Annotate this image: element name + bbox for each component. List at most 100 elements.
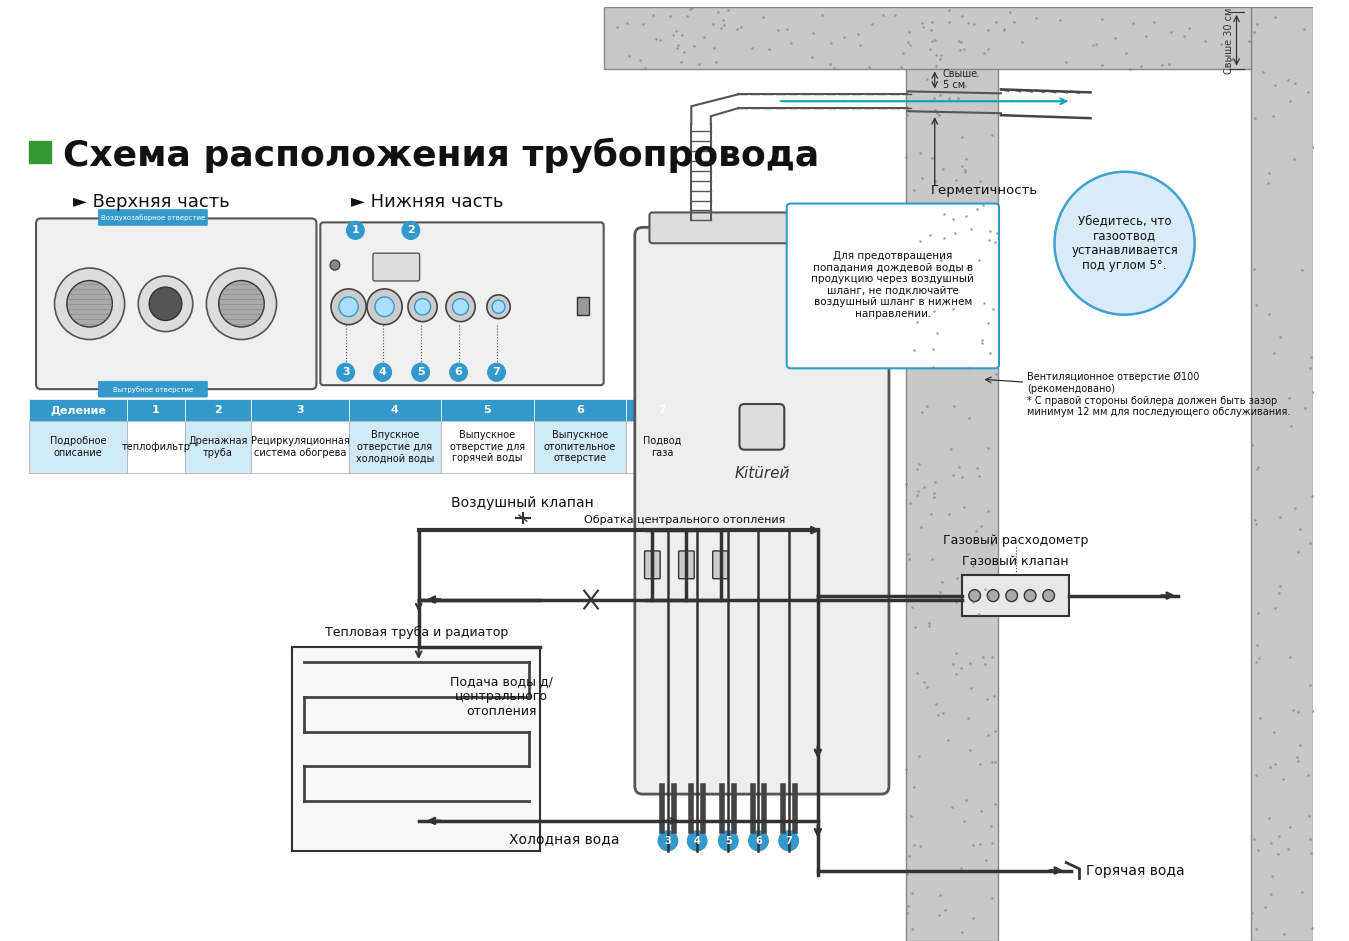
Circle shape	[374, 363, 391, 381]
Circle shape	[492, 300, 505, 313]
Bar	[626, 399, 699, 421]
Circle shape	[367, 289, 402, 325]
Bar	[127, 399, 185, 421]
Bar	[626, 421, 699, 472]
FancyBboxPatch shape	[786, 203, 1000, 368]
Bar	[441, 421, 534, 472]
Text: ► Верхняя часть: ► Верхняя часть	[73, 193, 229, 211]
Text: 1: 1	[152, 405, 159, 415]
Circle shape	[452, 298, 468, 315]
Text: ► Нижняя часть: ► Нижняя часть	[351, 193, 503, 211]
Circle shape	[67, 280, 112, 327]
Bar	[127, 421, 185, 472]
Text: 3: 3	[295, 405, 304, 415]
Circle shape	[414, 298, 430, 315]
Text: 5: 5	[483, 405, 491, 415]
Text: Свыше 30 см: Свыше 30 см	[1224, 8, 1234, 74]
Text: Обратка центрального отопления: Обратка центрального отопления	[584, 515, 785, 525]
Bar	[30, 399, 127, 421]
Circle shape	[331, 289, 366, 325]
Text: Вентиляционное отверстие Ø100
(рекомендовано)
* С правой стороны бойлера должен : Вентиляционное отверстие Ø100 (рекомендо…	[1027, 373, 1291, 417]
Text: 3: 3	[665, 836, 672, 846]
Circle shape	[339, 297, 359, 316]
Text: Подача воды д/
центрального
отопления: Подача воды д/ центрального отопления	[451, 676, 553, 718]
Bar	[30, 141, 51, 163]
Bar	[534, 421, 626, 472]
Circle shape	[1006, 590, 1017, 601]
Text: 2: 2	[407, 225, 414, 235]
Text: 5: 5	[417, 367, 425, 377]
Bar	[577, 296, 590, 314]
Text: теплофильтр: теплофильтр	[121, 441, 190, 452]
Text: Выпускное
отопительное
отверстие: Выпускное отопительное отверстие	[544, 430, 616, 463]
Text: 7: 7	[492, 367, 500, 377]
Bar	[348, 421, 441, 472]
Text: Воздухозаборное отверстие: Воздухозаборное отверстие	[101, 214, 205, 221]
Text: Подвод
газа: Подвод газа	[643, 436, 681, 457]
Text: Воздушный клапан: Воздушный клапан	[452, 496, 594, 510]
Text: 5: 5	[724, 836, 731, 846]
Circle shape	[778, 831, 799, 851]
Bar	[534, 399, 626, 421]
FancyBboxPatch shape	[679, 550, 695, 579]
Text: Убедитесь, что
газоотвод
устанавливается
под углом 5°.: Убедитесь, что газоотвод устанавливается…	[1071, 215, 1178, 272]
Circle shape	[402, 221, 420, 239]
FancyBboxPatch shape	[36, 218, 317, 390]
Text: Газовый клапан: Газовый клапан	[962, 555, 1068, 568]
Circle shape	[337, 363, 355, 381]
Text: Kitüreй: Kitüreй	[734, 466, 789, 481]
Bar	[905, 7, 998, 941]
Text: Деление: Деление	[50, 405, 105, 415]
Circle shape	[375, 297, 394, 316]
Bar	[348, 399, 441, 421]
Circle shape	[219, 280, 264, 327]
Text: Горячая вода: Горячая вода	[1086, 864, 1184, 878]
Text: Рециркуляционная
система обогрева: Рециркуляционная система обогрева	[251, 436, 349, 457]
FancyBboxPatch shape	[649, 213, 874, 243]
FancyBboxPatch shape	[645, 550, 660, 579]
Circle shape	[138, 276, 193, 331]
Text: Герметичность: Герметичность	[931, 184, 1037, 197]
Text: Для предотвращения
попадания дождевой воды в
продукцию через воздушный
шланг, не: Для предотвращения попадания дождевой во…	[811, 251, 974, 319]
Circle shape	[150, 287, 182, 321]
Circle shape	[206, 268, 277, 340]
Text: 7: 7	[785, 836, 792, 846]
Text: 1: 1	[352, 225, 359, 235]
Text: 3: 3	[341, 367, 349, 377]
FancyBboxPatch shape	[372, 253, 420, 281]
Circle shape	[658, 831, 677, 851]
Circle shape	[688, 831, 707, 851]
Text: Дренажная
труба: Дренажная труба	[189, 436, 248, 457]
Circle shape	[331, 260, 340, 270]
Bar	[185, 421, 251, 472]
Circle shape	[1024, 590, 1036, 601]
Text: 4: 4	[379, 367, 387, 377]
Bar	[603, 7, 1251, 69]
Bar	[251, 399, 348, 421]
Circle shape	[969, 590, 981, 601]
Text: Холодная вода: Холодная вода	[510, 832, 621, 846]
Bar	[251, 421, 348, 472]
Circle shape	[407, 292, 437, 322]
Text: Газовый расходометр: Газовый расходометр	[943, 534, 1089, 547]
Bar	[293, 647, 541, 851]
Circle shape	[488, 363, 506, 381]
Text: Вытрубное отверстие: Вытрубное отверстие	[113, 386, 193, 392]
Text: 2: 2	[214, 405, 223, 415]
Bar	[441, 399, 534, 421]
Circle shape	[1055, 172, 1195, 314]
Text: Свыше
5 см: Свыше 5 см	[943, 69, 978, 90]
Bar	[962, 575, 1070, 616]
FancyBboxPatch shape	[712, 550, 728, 579]
Text: 6: 6	[576, 405, 584, 415]
FancyBboxPatch shape	[98, 210, 208, 225]
FancyBboxPatch shape	[98, 381, 208, 397]
Circle shape	[447, 292, 475, 322]
Circle shape	[487, 295, 510, 319]
FancyBboxPatch shape	[739, 404, 784, 450]
Circle shape	[411, 363, 429, 381]
Text: 6: 6	[455, 367, 463, 377]
Circle shape	[449, 363, 467, 381]
Circle shape	[987, 590, 1000, 601]
Circle shape	[1043, 590, 1055, 601]
